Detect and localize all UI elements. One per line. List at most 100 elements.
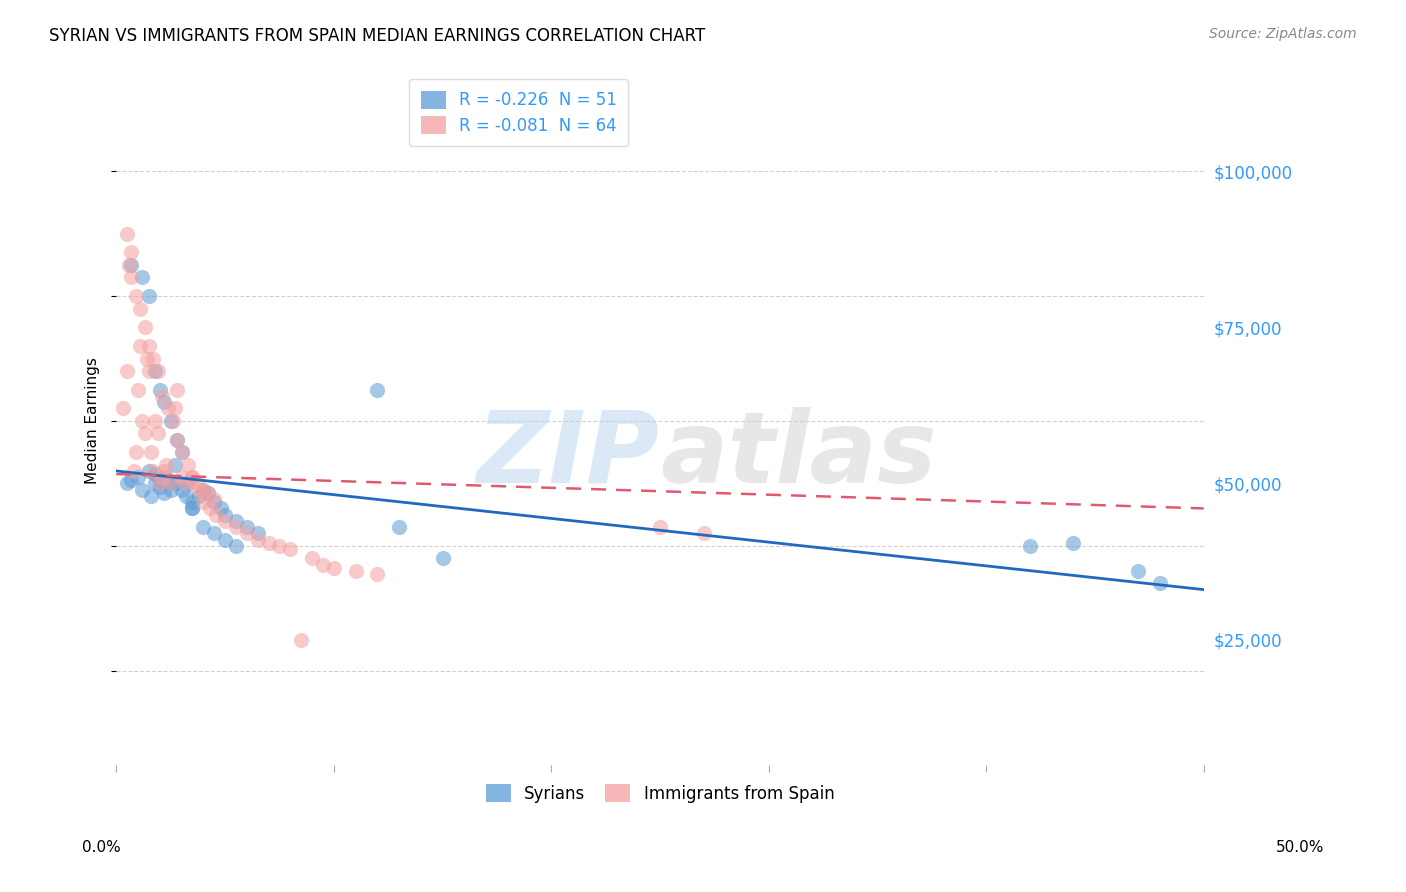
Point: [138, 339, 160, 353]
Point: [135, 351, 157, 366]
Text: Source: ZipAtlas.com: Source: ZipAtlas.com: [1209, 27, 1357, 41]
Point: [312, 558, 335, 572]
Point: [181, 495, 204, 509]
Point: [146, 364, 169, 378]
Point: [225, 514, 247, 528]
Point: [138, 289, 160, 303]
Point: [115, 227, 138, 241]
Point: [432, 551, 454, 566]
Point: [1018, 539, 1040, 553]
Point: [177, 458, 200, 472]
Point: [174, 489, 197, 503]
Point: [115, 364, 138, 378]
Point: [150, 470, 173, 484]
Point: [145, 414, 167, 428]
Point: [125, 445, 148, 459]
Point: [155, 458, 177, 472]
Point: [193, 520, 215, 534]
Point: [131, 483, 153, 497]
Text: 0.0%: 0.0%: [82, 840, 121, 855]
Point: [166, 383, 188, 397]
Point: [186, 476, 208, 491]
Point: [139, 445, 162, 459]
Point: [142, 464, 165, 478]
Point: [692, 526, 714, 541]
Point: [163, 401, 186, 416]
Point: [122, 464, 145, 478]
Point: [257, 535, 280, 549]
Point: [157, 401, 180, 416]
Point: [193, 483, 215, 497]
Point: [159, 476, 181, 491]
Point: [159, 476, 181, 491]
Point: [145, 467, 167, 481]
Point: [121, 245, 143, 260]
Point: [129, 339, 152, 353]
Point: [134, 426, 156, 441]
Point: [149, 473, 172, 487]
Point: [278, 541, 301, 556]
Point: [125, 289, 148, 303]
Point: [153, 395, 176, 409]
Text: ZIP: ZIP: [477, 407, 659, 504]
Point: [301, 551, 323, 566]
Point: [214, 508, 236, 522]
Point: [145, 364, 167, 378]
Point: [121, 473, 143, 487]
Point: [202, 526, 225, 541]
Point: [138, 464, 160, 478]
Point: [1062, 535, 1084, 549]
Point: [209, 501, 232, 516]
Point: [202, 495, 225, 509]
Point: [121, 258, 143, 272]
Point: [366, 383, 388, 397]
Point: [115, 476, 138, 491]
Point: [236, 520, 259, 534]
Text: atlas: atlas: [659, 407, 936, 504]
Point: [1128, 564, 1150, 578]
Point: [146, 426, 169, 441]
Point: [170, 470, 193, 484]
Point: [121, 270, 143, 285]
Point: [246, 526, 269, 541]
Point: [134, 320, 156, 334]
Point: [150, 389, 173, 403]
Point: [138, 364, 160, 378]
Point: [170, 445, 193, 459]
Point: [111, 401, 134, 416]
Point: [366, 567, 388, 582]
Point: [202, 491, 225, 506]
Point: [205, 508, 228, 522]
Point: [648, 520, 671, 534]
Point: [131, 270, 153, 285]
Point: [197, 485, 219, 500]
Point: [181, 470, 204, 484]
Point: [187, 489, 209, 503]
Point: [118, 258, 141, 272]
Point: [153, 464, 176, 478]
Point: [139, 489, 162, 503]
Point: [166, 433, 188, 447]
Point: [246, 533, 269, 547]
Point: [162, 414, 184, 428]
Point: [197, 485, 219, 500]
Point: [181, 501, 204, 516]
Point: [187, 483, 209, 497]
Point: [322, 561, 344, 575]
Point: [131, 414, 153, 428]
Point: [181, 470, 204, 484]
Point: [159, 414, 181, 428]
Point: [214, 533, 236, 547]
Point: [177, 476, 200, 491]
Point: [149, 476, 172, 491]
Point: [163, 458, 186, 472]
Text: SYRIAN VS IMMIGRANTS FROM SPAIN MEDIAN EARNINGS CORRELATION CHART: SYRIAN VS IMMIGRANTS FROM SPAIN MEDIAN E…: [49, 27, 706, 45]
Point: [145, 476, 167, 491]
Point: [344, 564, 367, 578]
Point: [269, 539, 291, 553]
Point: [155, 470, 177, 484]
Point: [170, 445, 193, 459]
Point: [142, 351, 165, 366]
Point: [127, 383, 149, 397]
Legend: Syrians, Immigrants from Spain: Syrians, Immigrants from Spain: [474, 772, 846, 814]
